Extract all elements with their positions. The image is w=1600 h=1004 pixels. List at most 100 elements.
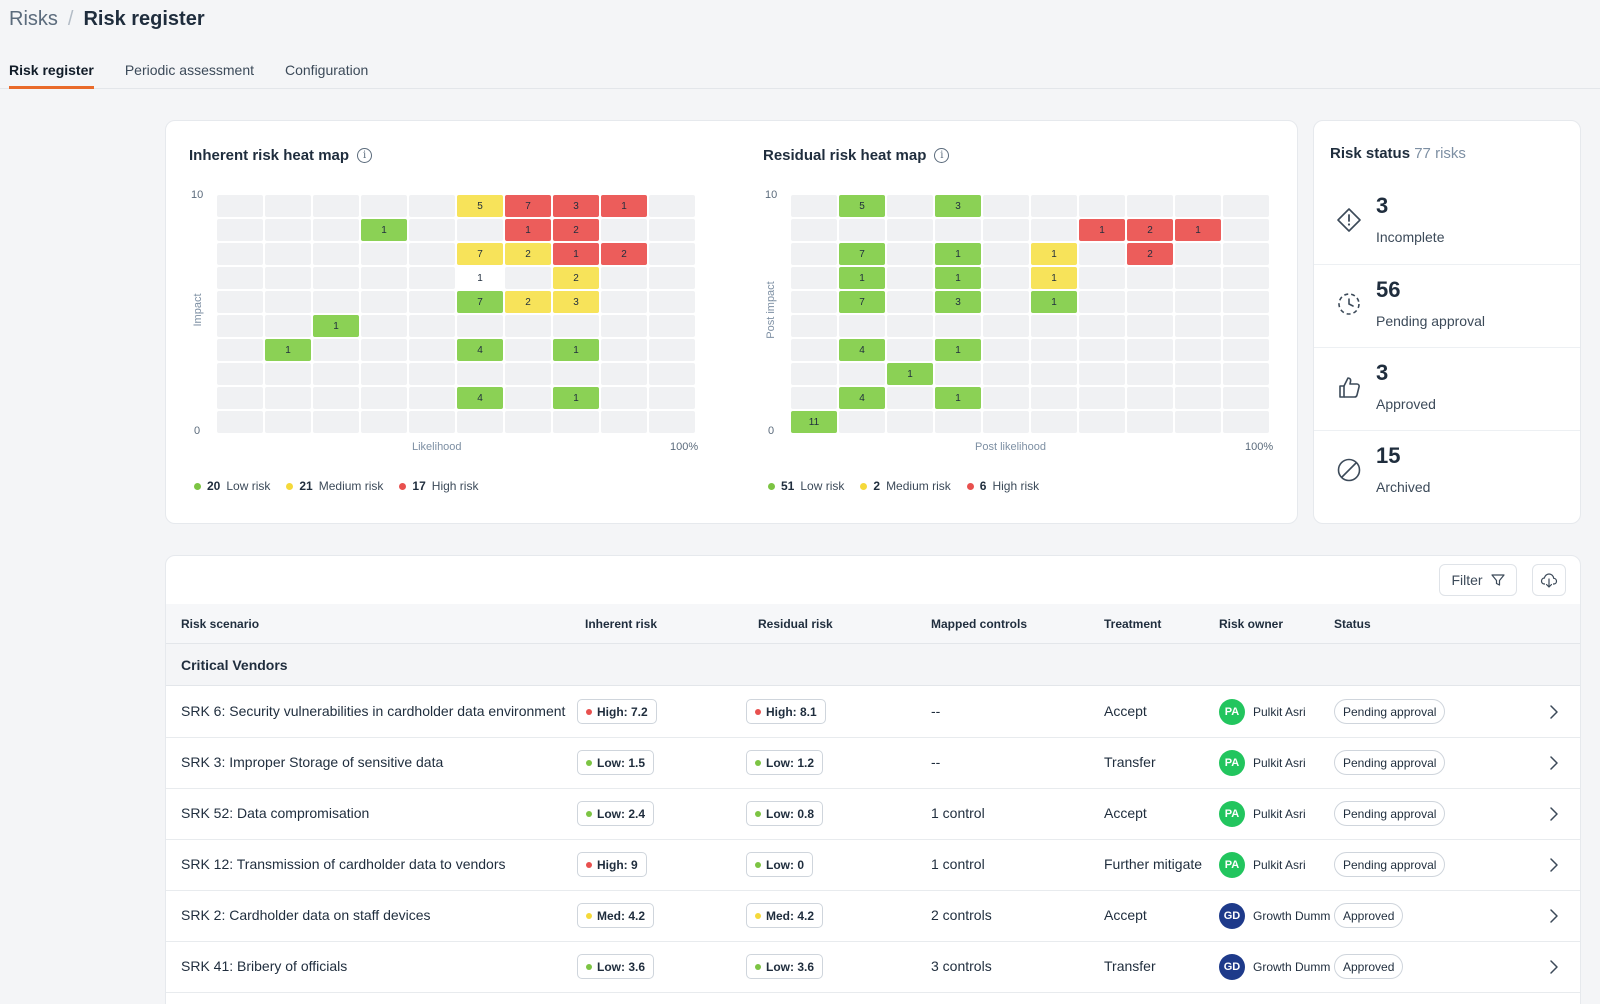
heat-map-cell-med[interactable]: 3	[553, 291, 599, 313]
heat-map-cell-low[interactable]: 3	[935, 195, 981, 217]
avatar: PA	[1219, 750, 1245, 776]
risk-level-dot	[755, 810, 761, 817]
heat-map-cell-low[interactable]: 1	[935, 387, 981, 409]
chevron-right-icon[interactable]	[1544, 906, 1564, 926]
table-row[interactable]: SRK 3: Improper Storage of sensitive dat…	[166, 737, 1580, 789]
mapped-controls-cell[interactable]: 1 control	[931, 805, 985, 821]
heat-map-cell-low[interactable]: 1	[265, 339, 311, 361]
heat-map-cell-empty	[361, 387, 407, 409]
column-header-status[interactable]: Status	[1334, 617, 1371, 631]
column-header-risk-owner[interactable]: Risk owner	[1219, 617, 1284, 631]
heat-map-cell-med[interactable]: 7	[457, 243, 503, 265]
chevron-right-icon[interactable]	[1544, 855, 1564, 875]
chevron-right-icon[interactable]	[1544, 702, 1564, 722]
heat-map-cell-high[interactable]: 1	[1079, 219, 1125, 241]
heat-map-cell-med[interactable]: 2	[505, 291, 551, 313]
heat-map-cell-low[interactable]: 1	[553, 339, 599, 361]
info-icon[interactable]: i	[357, 148, 373, 163]
table-row[interactable]: SRK 12: Transmission of cardholder data …	[166, 839, 1580, 891]
heat-map-cell-low[interactable]: 4	[839, 387, 885, 409]
heat-map-cell-low[interactable]: 1	[935, 267, 981, 289]
risk-level-dot	[586, 708, 592, 715]
heat-map-cell-empty	[409, 339, 455, 361]
heat-map-cell-med[interactable]: 2	[505, 243, 551, 265]
status-row-archived[interactable]: 15 Archived	[1314, 430, 1580, 513]
status-row-pending-approval[interactable]: 56 Pending approval	[1314, 264, 1580, 347]
heat-map-cell-low[interactable]: 1	[1031, 291, 1077, 313]
table-row[interactable]: SRK 52: Data compromisation Low: 2.4 Low: …	[166, 788, 1580, 840]
status-row-approved[interactable]: 3 Approved	[1314, 347, 1580, 430]
heat-map-cell-empty	[1127, 267, 1173, 289]
legend-count: 2	[873, 479, 881, 493]
heat-map-cell-empty	[1127, 315, 1173, 337]
tab-configuration[interactable]: Configuration	[285, 62, 369, 78]
chevron-right-icon[interactable]	[1544, 957, 1564, 977]
column-header-residual-risk[interactable]: Residual risk	[758, 617, 833, 631]
heat-map-cell-empty	[265, 219, 311, 241]
breadcrumb-parent-link[interactable]: Risks	[9, 8, 58, 30]
heat-map-cell-white[interactable]: 1	[457, 267, 503, 289]
chevron-right-icon[interactable]	[1544, 753, 1564, 773]
heat-map-cell-high[interactable]: 3	[553, 195, 599, 217]
heat-map-cell-empty	[217, 387, 263, 409]
heat-map-cell-low[interactable]: 4	[457, 339, 503, 361]
status-badge: Approved	[1334, 903, 1404, 928]
mapped-controls-cell[interactable]: 3 controls	[931, 958, 992, 974]
heat-map-cell-high[interactable]: 1	[553, 243, 599, 265]
heat-map-cell-empty	[887, 339, 933, 361]
mapped-controls-cell[interactable]: 2 controls	[931, 907, 992, 923]
heat-map-cell-low[interactable]: 7	[839, 243, 885, 265]
table-row[interactable]: SRK 2: Cardholder data on staff devices M…	[166, 890, 1580, 942]
heat-map-cell-low[interactable]: 1	[553, 387, 599, 409]
heat-map-cell-high[interactable]: 2	[1127, 243, 1173, 265]
heat-map-cell-high[interactable]: 1	[505, 219, 551, 241]
column-header-treatment[interactable]: Treatment	[1104, 617, 1162, 631]
heat-map-cell-high[interactable]: 2	[553, 219, 599, 241]
heat-map-cell-med[interactable]: 1	[1031, 267, 1077, 289]
heat-map-cell-low[interactable]: 1	[839, 267, 885, 289]
heat-map-cell-med[interactable]: 1	[1031, 243, 1077, 265]
heat-map-cell-high[interactable]: 1	[601, 195, 647, 217]
heat-map-cell-empty	[1223, 387, 1269, 409]
heat-map-cell-low[interactable]: 7	[839, 291, 885, 313]
risk-owner-cell: PA Pulkit Asri	[1219, 801, 1306, 827]
residual-x-max: 100%	[1245, 441, 1274, 453]
risk-owner-cell: PA Pulkit Asri	[1219, 699, 1306, 725]
heat-map-cell-low[interactable]: 1	[313, 315, 359, 337]
download-button[interactable]	[1532, 564, 1566, 596]
info-icon[interactable]: i	[934, 148, 950, 163]
heat-map-cell-low[interactable]: 1	[935, 243, 981, 265]
table-row[interactable]: SRK 6: Security vulnerabilities in cardh…	[166, 686, 1580, 738]
incomplete-icon	[1337, 208, 1361, 232]
heat-map-cell-low[interactable]: 5	[839, 195, 885, 217]
column-header-mapped-controls[interactable]: Mapped controls	[931, 617, 1028, 631]
heat-map-cell-high[interactable]: 1	[1175, 219, 1221, 241]
status-row-incomplete[interactable]: 3 Incomplete	[1314, 181, 1580, 264]
heat-map-cell-low[interactable]: 1	[361, 219, 407, 241]
group-row[interactable]: Critical Vendors	[166, 644, 1580, 686]
heat-map-cell-low[interactable]: 1	[935, 339, 981, 361]
heat-map-cell-low[interactable]: 4	[457, 387, 503, 409]
heat-map-cell-low[interactable]: 11	[791, 411, 837, 433]
heat-map-cell-high[interactable]: 2	[601, 243, 647, 265]
filter-button[interactable]: Filter	[1439, 564, 1517, 596]
column-header-risk-scenario[interactable]: Risk scenario	[181, 617, 260, 631]
heat-map-cell-low[interactable]: 7	[457, 291, 503, 313]
heat-map-cell-low[interactable]: 1	[887, 363, 933, 385]
tab-risk-register[interactable]: Risk register	[9, 62, 94, 89]
heat-map-cell-med[interactable]: 2	[553, 267, 599, 289]
heat-map-cell-med[interactable]: 5	[457, 195, 503, 217]
heat-map-cell-low[interactable]: 4	[839, 339, 885, 361]
heat-map-cell-high[interactable]: 2	[1127, 219, 1173, 241]
mapped-controls-cell[interactable]: 1 control	[931, 856, 985, 872]
chevron-right-icon[interactable]	[1544, 804, 1564, 824]
heat-map-cell-high[interactable]: 7	[505, 195, 551, 217]
mapped-controls-cell[interactable]: --	[931, 703, 941, 719]
heat-map-cell-low[interactable]: 3	[935, 291, 981, 313]
tab-periodic-assessment[interactable]: Periodic assessment	[124, 62, 254, 78]
residual-risk-badge: Med: 4.2	[746, 903, 824, 928]
table-row[interactable]: SRK 41: Bribery of officials Low: 3.6 Low:…	[166, 941, 1580, 993]
mapped-controls-cell[interactable]: --	[931, 754, 941, 770]
column-header-inherent-risk[interactable]: Inherent risk	[585, 617, 658, 631]
heat-map-cell-empty	[409, 243, 455, 265]
